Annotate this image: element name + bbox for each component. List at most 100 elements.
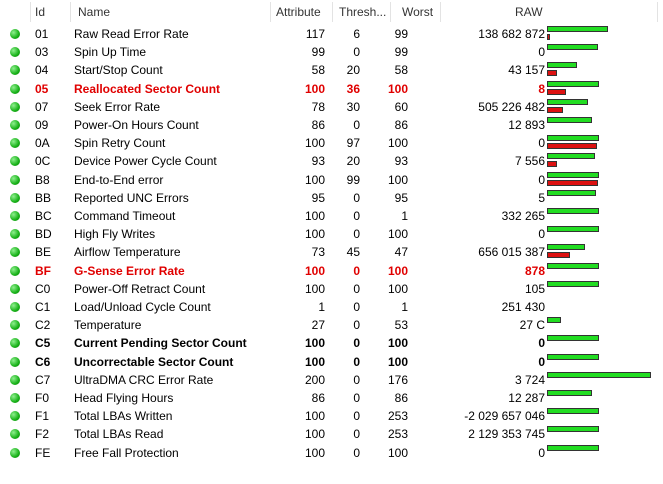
attr-id: 05	[35, 81, 49, 96]
attr-name: Temperature	[74, 318, 142, 333]
status-dot	[10, 374, 20, 385]
attr-id: B8	[35, 172, 50, 187]
attr-value: 100	[304, 172, 325, 187]
attr-name: Uncorrectable Sector Count	[74, 354, 234, 369]
attr-threshold: 0	[353, 336, 360, 351]
attr-value: 100	[304, 281, 325, 296]
header-separator	[270, 2, 271, 22]
attr-threshold: 36	[346, 81, 360, 96]
attr-name: Power-On Hours Count	[74, 118, 199, 132]
threshold-bar	[547, 106, 563, 113]
status-dot	[10, 265, 20, 276]
value-bar	[547, 335, 599, 342]
attr-threshold: 0	[353, 318, 360, 333]
attr-value: 100	[304, 409, 325, 424]
attr-value: 78	[311, 99, 325, 114]
attr-worst: 60	[394, 99, 408, 114]
attr-id: C7	[35, 372, 51, 387]
attr-worst: 253	[387, 409, 408, 424]
attr-threshold: 0	[353, 354, 360, 369]
attr-worst: 86	[394, 118, 408, 132]
attr-raw: 3 724	[514, 372, 545, 387]
value-bar	[547, 208, 599, 214]
attr-worst: 93	[394, 154, 408, 169]
attr-id: F1	[35, 409, 50, 424]
status-dot	[10, 393, 20, 403]
attr-id: FE	[35, 445, 51, 460]
threshold-bar	[547, 161, 558, 168]
status-dot	[10, 320, 20, 331]
attr-raw: 0	[538, 354, 545, 369]
attr-raw: 43 157	[508, 63, 545, 78]
value-bar	[547, 44, 599, 51]
value-bar	[547, 98, 588, 105]
attr-value: 73	[311, 245, 325, 260]
attr-raw: 27 C	[519, 318, 545, 333]
attr-threshold: 0	[353, 300, 360, 314]
attr-name: Head Flying Hours	[74, 391, 174, 405]
value-bar	[547, 353, 599, 360]
attr-threshold: 6	[353, 27, 360, 41]
attr-worst: 95	[394, 190, 408, 205]
attr-id: BD	[35, 227, 52, 242]
value-bar	[547, 226, 599, 233]
attr-worst: 1	[401, 300, 408, 314]
attr-value: 1	[318, 300, 325, 314]
attr-name: Free Fall Protection	[74, 445, 179, 460]
attr-raw: 332 265	[501, 209, 545, 223]
attr-value: 27	[311, 318, 325, 333]
attr-worst: 253	[387, 427, 408, 442]
header-separator	[70, 2, 71, 22]
attr-id: C0	[35, 281, 51, 296]
attr-value: 93	[311, 154, 325, 169]
status-dot	[10, 283, 20, 294]
header-separator	[657, 2, 658, 22]
attr-name: High Fly Writes	[74, 227, 156, 242]
attr-threshold: 99	[346, 172, 360, 187]
status-dot	[10, 429, 20, 440]
attr-worst: 100	[387, 263, 408, 278]
attr-raw: 8	[538, 81, 545, 96]
column-header: Worst	[402, 5, 434, 19]
attr-name: Power-Off Retract Count	[74, 281, 206, 296]
attr-threshold: 0	[353, 45, 360, 60]
status-dot	[10, 156, 20, 167]
value-bar	[547, 26, 608, 32]
attr-raw: 12 287	[508, 391, 545, 405]
attr-id: 04	[35, 63, 49, 78]
attr-worst: 100	[387, 172, 408, 187]
header-separator	[30, 2, 31, 22]
attr-id: C1	[35, 300, 51, 314]
status-dot	[10, 338, 20, 349]
attr-worst: 99	[394, 45, 408, 60]
attr-worst: 1	[401, 209, 408, 223]
attr-value: 200	[304, 372, 325, 387]
attr-worst: 99	[394, 27, 408, 41]
attr-threshold: 0	[353, 190, 360, 205]
attr-name: Current Pending Sector Count	[74, 336, 247, 351]
attr-id: C2	[35, 318, 51, 333]
attr-name: Airflow Temperature	[74, 245, 181, 260]
value-bar	[547, 117, 592, 123]
value-bar	[547, 444, 599, 451]
attr-name: Spin Up Time	[74, 45, 147, 60]
threshold-bar	[547, 88, 566, 95]
attr-id: C5	[35, 336, 51, 351]
attr-worst: 100	[387, 136, 408, 151]
header-separator	[332, 2, 333, 22]
attr-threshold: 0	[353, 427, 360, 442]
attr-raw: 0	[538, 172, 545, 187]
threshold-bar	[547, 34, 551, 40]
attr-name: Spin Retry Count	[74, 136, 166, 151]
attr-name: UltraDMA CRC Error Rate	[74, 372, 214, 387]
attr-id: F0	[35, 391, 50, 405]
attr-name: Seek Error Rate	[74, 99, 161, 114]
attr-threshold: 0	[353, 227, 360, 242]
value-bar	[547, 171, 599, 178]
attr-threshold: 0	[353, 372, 360, 387]
value-bar	[547, 280, 599, 287]
attr-raw: -2 029 657 046	[464, 409, 545, 424]
attr-id: BE	[35, 245, 52, 260]
attr-raw: 0	[538, 445, 545, 460]
